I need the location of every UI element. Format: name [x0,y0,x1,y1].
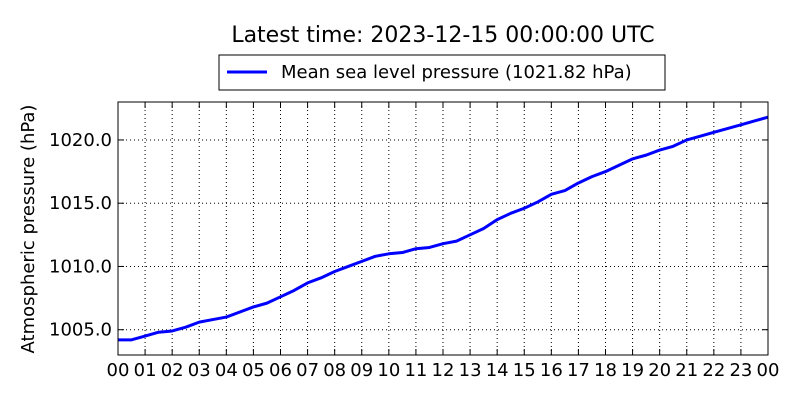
x-tick-label: 09 [350,360,373,381]
x-tick-label: 20 [648,360,671,381]
legend-box [218,54,666,91]
x-tick-label: 16 [540,360,563,381]
x-tick-label: 01 [134,360,157,381]
x-tick-label: 14 [486,360,509,381]
y-axis-label: Atmospheric pressure (hPa) [18,105,39,354]
x-tick-label: 11 [404,360,427,381]
x-tick-label: 08 [323,360,346,381]
plot-frame [117,101,769,356]
x-tick-label: 23 [729,360,752,381]
x-tick-label: 07 [296,360,319,381]
x-tick-label: 02 [161,360,184,381]
series-line [118,115,769,342]
y-tick-labels: 1005.0 1010.0 1015.0 1020.0 [49,130,112,341]
legend-label: Mean sea level pressure (1021.82 hPa) [281,62,632,83]
legend: Mean sea level pressure (1021.82 hPa) [218,54,666,91]
x-tick-label: 13 [459,360,482,381]
y-tick-label: 1010.0 [49,256,112,277]
x-tick-label: 15 [513,360,536,381]
x-tick-label: 12 [432,360,455,381]
y-tick-label: 1020.0 [49,130,112,151]
x-tick-label: 00 [107,360,130,381]
x-tick-label: 04 [215,360,238,381]
x-tick-label: 22 [702,360,725,381]
x-tick-label: 03 [188,360,211,381]
x-tick-label: 21 [675,360,698,381]
grid-lines [118,102,768,355]
x-tick-label: 06 [269,360,292,381]
x-tick-label: 19 [621,360,644,381]
x-tick-label: 18 [594,360,617,381]
chart-title: Latest time: 2023-12-15 00:00:00 UTC [231,23,654,48]
x-tick-label: 05 [242,360,265,381]
y-tick-label: 1015.0 [49,193,112,214]
x-tick-label: 00 [757,360,780,381]
y-tick-label: 1005.0 [49,320,112,341]
axis-ticks [117,102,769,355]
x-tick-label: 10 [377,360,400,381]
x-tick-labels: 00 01 02 03 04 05 06 07 08 09 10 11 12 13 14 15 16 17 18 19… [107,360,780,381]
x-tick-label: 17 [567,360,590,381]
